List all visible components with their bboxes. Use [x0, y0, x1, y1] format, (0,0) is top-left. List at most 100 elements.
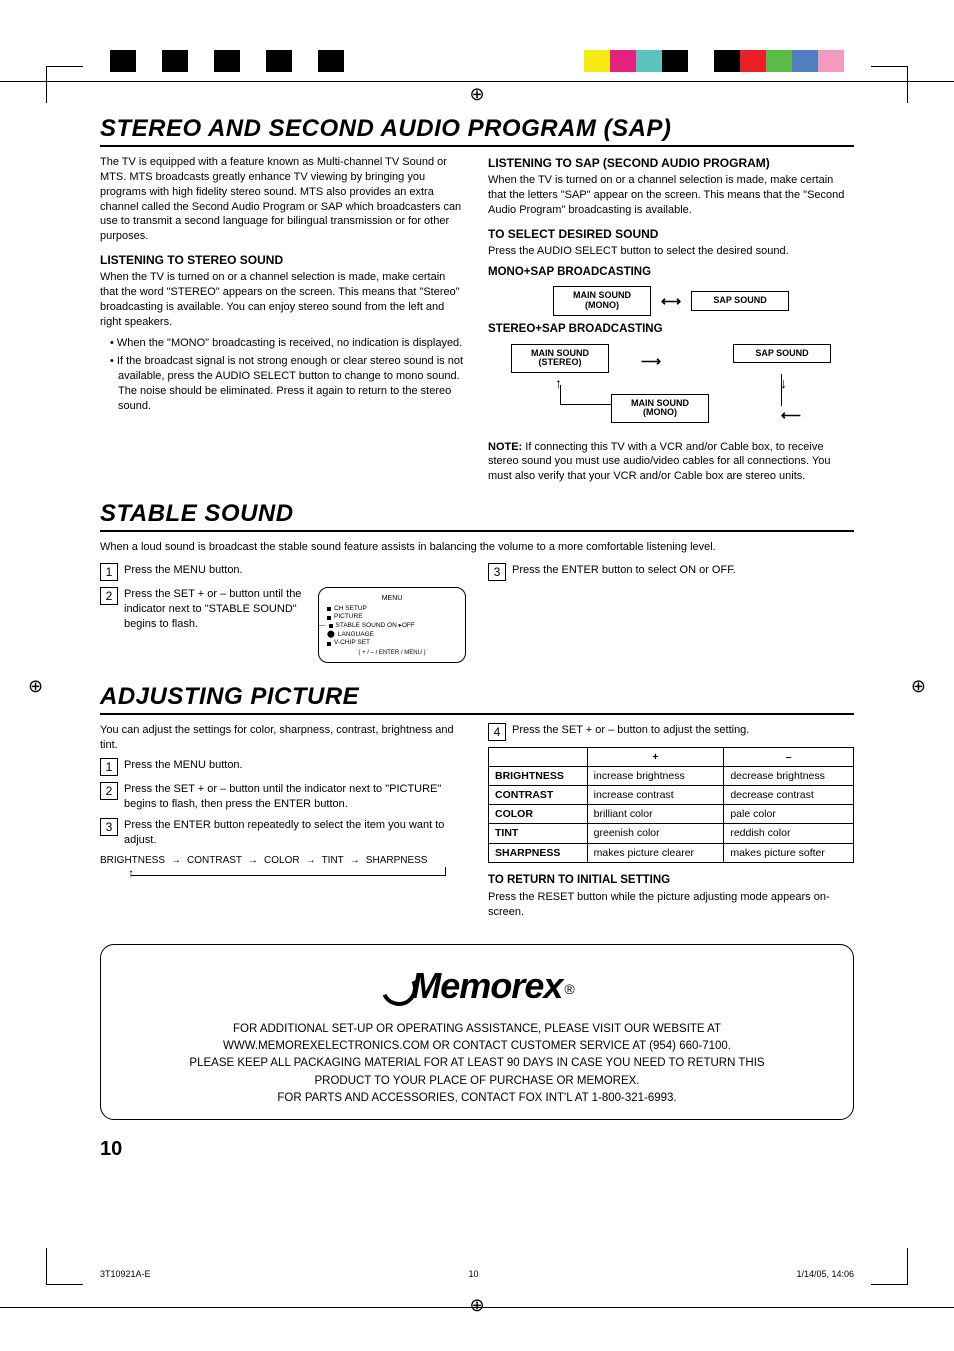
step-text: Press the ENTER button to select ON or O…	[512, 563, 854, 578]
cycle-return-line	[445, 867, 446, 875]
table-row: COLORbrilliant colorpale color	[489, 805, 854, 824]
section2-title: STABLE SOUND	[100, 500, 854, 528]
th-minus: –	[724, 747, 854, 766]
adjust-cycle: BRIGHTNESS → CONTRAST → COLOR → TINT → S…	[100, 854, 466, 868]
cell: makes picture softer	[724, 843, 854, 862]
connector-line	[560, 385, 561, 405]
cell: increase contrast	[587, 786, 724, 805]
flow-box-main-stereo: MAIN SOUND(STEREO)	[511, 344, 609, 374]
arrow-right-icon: →	[171, 854, 181, 868]
cell: decrease brightness	[724, 766, 854, 785]
step-number: 4	[488, 723, 506, 741]
cycle-return: ↑	[100, 867, 466, 881]
register-mark-icon: ⊕	[911, 676, 926, 697]
register-line	[0, 81, 954, 82]
step-number: 1	[100, 563, 118, 581]
stereo-bullets: When the "MONO" broadcasting is received…	[100, 336, 466, 414]
cell: decrease contrast	[724, 786, 854, 805]
rule	[100, 713, 854, 715]
footer-line: PRODUCT TO YOUR PLACE OF PURCHASE OR MEM…	[121, 1073, 833, 1090]
footer-line: FOR PARTS AND ACCESSORIES, CONTACT FOX I…	[121, 1090, 833, 1107]
row-label: SHARPNESS	[489, 843, 588, 862]
page-number: 10	[100, 1138, 854, 1161]
doc-timestamp: 1/14/05, 14:06	[796, 1269, 854, 1279]
cell: reddish color	[724, 824, 854, 843]
step-text: Press the SET + or – button until the in…	[124, 587, 304, 632]
select-body: Press the AUDIO SELECT button to select …	[488, 244, 854, 259]
registered-icon: ®	[564, 979, 574, 1000]
arrow-up-icon: ↑	[128, 865, 134, 881]
flow-box-main-mono: MAIN SOUND(MONO)	[611, 394, 709, 424]
step-text: Press the MENU button.	[124, 563, 466, 578]
stereo-sap-diagram: MAIN SOUND(STEREO) ⟶ SAP SOUND MAIN SOUN…	[511, 344, 831, 434]
arrow-right-icon: →	[350, 854, 360, 868]
register-squares-right	[584, 50, 844, 72]
section2-right: 3 Press the ENTER button to select ON or…	[488, 563, 854, 669]
section1-intro: The TV is equipped with a feature known …	[100, 155, 466, 244]
step-text: Press the ENTER button repeatedly to sel…	[124, 818, 466, 848]
stereo-body: When the TV is turned on or a channel se…	[100, 270, 466, 329]
step-number: 1	[100, 758, 118, 776]
mono-sap-heading: MONO+SAP BROADCASTING	[488, 265, 854, 281]
step-3: 3 Press the ENTER button to select ON or…	[488, 563, 854, 581]
menu-item: LANGUAGE	[338, 631, 374, 639]
register-mark-icon: ⊕	[469, 1295, 484, 1316]
return-heading: TO RETURN TO INITIAL SETTING	[488, 873, 854, 889]
section3-right: 4 Press the SET + or – button to adjust …	[488, 723, 854, 926]
cell: greenish color	[587, 824, 724, 843]
table-row: BRIGHTNESSincrease brightnessdecrease br…	[489, 766, 854, 785]
register-mark-icon: ⊕	[469, 84, 484, 105]
arrow-right-icon: →	[248, 854, 258, 868]
register-bottom: ⊕	[0, 1291, 954, 1321]
bottom-meta: 3T10921A-E 10 1/14/05, 14:06	[100, 1269, 854, 1279]
menu-item: CH SETUP	[334, 605, 367, 613]
section3-left: You can adjust the settings for color, s…	[100, 723, 466, 926]
menu-item: V-CHIP SET	[334, 639, 370, 647]
osd-menu-mock: MENU CH SETUP PICTURE — STABLE SOUND ON …	[318, 587, 466, 663]
section3-columns: You can adjust the settings for color, s…	[100, 723, 854, 926]
logo-text: Memorex	[411, 959, 562, 1013]
step-text: Press the SET + or – button until the in…	[124, 782, 466, 812]
row-label: BRIGHTNESS	[489, 766, 588, 785]
double-arrow-icon: ⟷	[661, 292, 681, 311]
flow-box-main-mono: MAIN SOUND(MONO)	[553, 286, 651, 316]
step-text: Press the MENU button.	[124, 758, 466, 773]
rule	[100, 145, 854, 147]
th-blank	[489, 747, 588, 766]
arrow-right-icon: ⟶	[641, 352, 661, 371]
register-top: ⊕	[0, 30, 954, 80]
return-body: Press the RESET button while the picture…	[488, 890, 854, 920]
crop-mark	[46, 66, 83, 103]
stereo-sap-heading: STEREO+SAP BROADCASTING	[488, 322, 854, 338]
menu-title: MENU	[327, 594, 457, 603]
crop-mark	[871, 1248, 908, 1285]
stereo-heading: LISTENING TO STEREO SOUND	[100, 252, 466, 268]
cell: makes picture clearer	[587, 843, 724, 862]
arrow-left-icon: ⟵	[781, 406, 801, 425]
crop-mark	[46, 1248, 83, 1285]
row-label: CONTRAST	[489, 786, 588, 805]
footer-box: Memorex ® FOR ADDITIONAL SET-UP OR OPERA…	[100, 944, 854, 1120]
doc-page: 10	[468, 1269, 478, 1279]
step-2: 2 Press the SET + or – button until the …	[100, 782, 466, 812]
flow-box-sap: SAP SOUND	[691, 291, 789, 311]
table-row: SHARPNESSmakes picture clearermakes pict…	[489, 843, 854, 862]
row-label: COLOR	[489, 805, 588, 824]
menu-item: PICTURE	[334, 613, 363, 621]
footer-line: WWW.MEMOREXELECTRONICS.COM OR CONTACT CU…	[121, 1038, 833, 1055]
section2-left: 1 Press the MENU button. 2 Press the SET…	[100, 563, 466, 669]
note-label: NOTE:	[488, 441, 522, 453]
register-mark-icon: ⊕	[28, 676, 43, 697]
step-number: 3	[100, 818, 118, 836]
content: STEREO AND SECOND AUDIO PROGRAM (SAP) Th…	[100, 115, 854, 1161]
table-row: TINTgreenish colorreddish color	[489, 824, 854, 843]
rule	[100, 530, 854, 532]
section2-columns: 1 Press the MENU button. 2 Press the SET…	[100, 563, 854, 669]
footer-line: FOR ADDITIONAL SET-UP OR OPERATING ASSIS…	[121, 1021, 833, 1038]
register-squares-left	[110, 50, 344, 72]
bullet: When the "MONO" broadcasting is received…	[110, 336, 466, 351]
section1-right: LISTENING TO SAP (SECOND AUDIO PROGRAM) …	[488, 155, 854, 490]
step-2: 2 Press the SET + or – button until the …	[100, 587, 466, 663]
cell: increase brightness	[587, 766, 724, 785]
cell: pale color	[724, 805, 854, 824]
